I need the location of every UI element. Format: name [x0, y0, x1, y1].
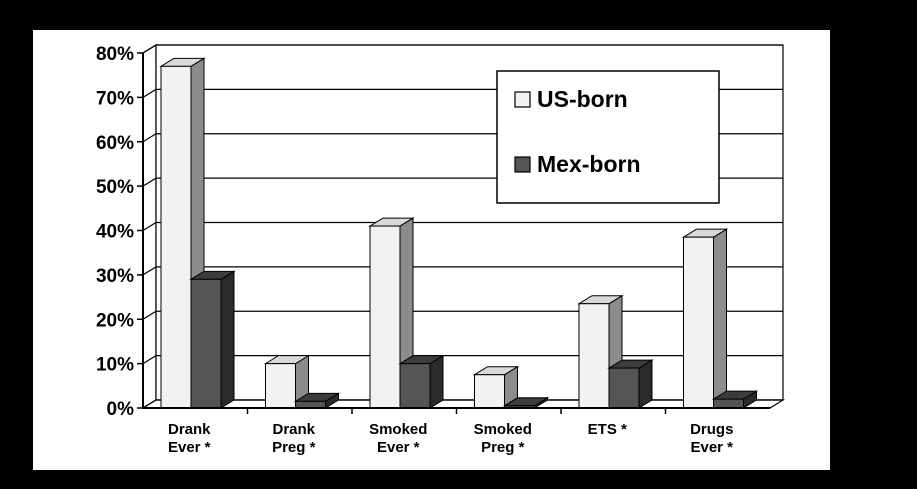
category-label: Smoked Ever *	[369, 421, 427, 456]
y-tick-label: 30%	[96, 266, 134, 287]
legend-box	[496, 70, 720, 204]
legend-swatch-mex-born	[514, 156, 531, 173]
y-tick-label: 60%	[96, 133, 134, 154]
y-tick-label: 0%	[107, 399, 135, 420]
legend-swatch-us-born	[514, 91, 531, 108]
bar-mex-born	[293, 392, 341, 409]
category-label: ETS *	[588, 421, 627, 438]
category-label: Smoked Preg *	[474, 421, 532, 456]
gridline-side	[142, 177, 157, 187]
gridline-side	[142, 399, 157, 409]
bar-mex-born	[607, 359, 654, 409]
category-label: Drugs Ever *	[690, 421, 733, 456]
legend-label-us-born: US-born	[537, 86, 628, 112]
y-tick-label: 50%	[96, 177, 134, 198]
bar-us-born	[263, 354, 311, 409]
bar-us-born	[681, 228, 729, 409]
y-tick-label: 80%	[96, 44, 134, 65]
gridline-side	[142, 133, 157, 143]
bar-us-born	[472, 365, 520, 409]
gridline-side	[142, 221, 157, 232]
y-tick-label: 10%	[96, 355, 134, 376]
y-tick-label: 20%	[96, 310, 134, 331]
gridline-side	[142, 88, 157, 98]
bar-mex-born	[398, 354, 445, 409]
legend-label-mex-born: Mex-born	[537, 151, 641, 177]
category-label: Drank Ever *	[168, 421, 211, 456]
y-tick-labels: 0% 10% 20% 30% 40% 50% 60% 70% 80%	[96, 44, 143, 420]
y-tick-label: 40%	[96, 222, 134, 243]
category-label: Drank Preg *	[272, 421, 316, 456]
bars	[159, 57, 759, 409]
y-tick-label: 70%	[96, 88, 134, 109]
bar-mex-born	[502, 396, 550, 409]
gridline-side	[142, 266, 157, 276]
legend: US-born Mex-born	[496, 70, 720, 204]
bar-mex-born	[711, 390, 759, 409]
gridline-side	[142, 355, 157, 365]
gridline-side	[142, 44, 157, 54]
bar-mex-born	[189, 270, 236, 409]
category-labels: Drank Ever * Drank Preg * Smoked Ever * Smoked…	[168, 421, 733, 456]
gridline-side	[142, 310, 157, 320]
bar-us-born	[368, 217, 415, 409]
